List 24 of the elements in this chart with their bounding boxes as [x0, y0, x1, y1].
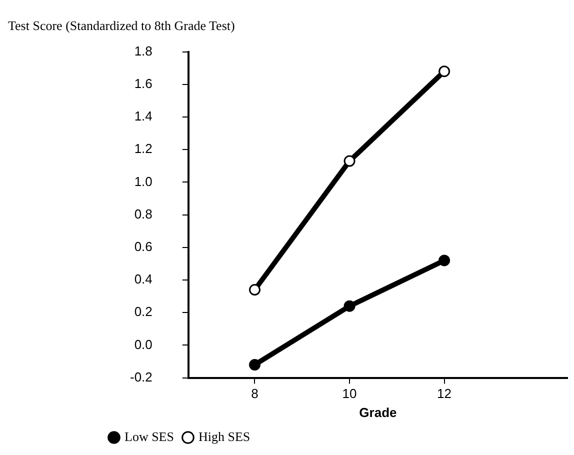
point — [438, 66, 450, 78]
legend-label: Low SES — [124, 428, 174, 444]
point — [344, 155, 356, 167]
y-tick-label: 1.8 — [134, 43, 152, 58]
x-tick-label: 8 — [251, 386, 258, 402]
legend-label: High SES — [198, 428, 250, 444]
y-tick-label: 0.8 — [134, 206, 152, 222]
y-tick-label: 1.2 — [134, 141, 152, 156]
point — [248, 359, 260, 371]
x-axis-title: Grade — [359, 404, 397, 420]
y-tick-label: 0.6 — [134, 238, 152, 254]
y-tick-label: 0.4 — [134, 272, 152, 287]
point — [248, 284, 260, 296]
y-tick-label: 1.0 — [134, 174, 152, 189]
y-axis-title: Test Score (Standardized to 8th Grade Test) — [8, 18, 235, 34]
point — [438, 254, 450, 266]
x-tick-label: 12 — [437, 386, 452, 402]
y-tick-label: -0.2 — [130, 369, 152, 384]
point — [344, 300, 356, 312]
y-tick-label: 0.0 — [134, 336, 152, 352]
y-tick-label: 0.2 — [134, 304, 152, 320]
y-tick-label: 1.6 — [134, 76, 152, 91]
y-tick-label: 1.4 — [134, 108, 152, 124]
x-tick-label: 10 — [342, 386, 357, 402]
